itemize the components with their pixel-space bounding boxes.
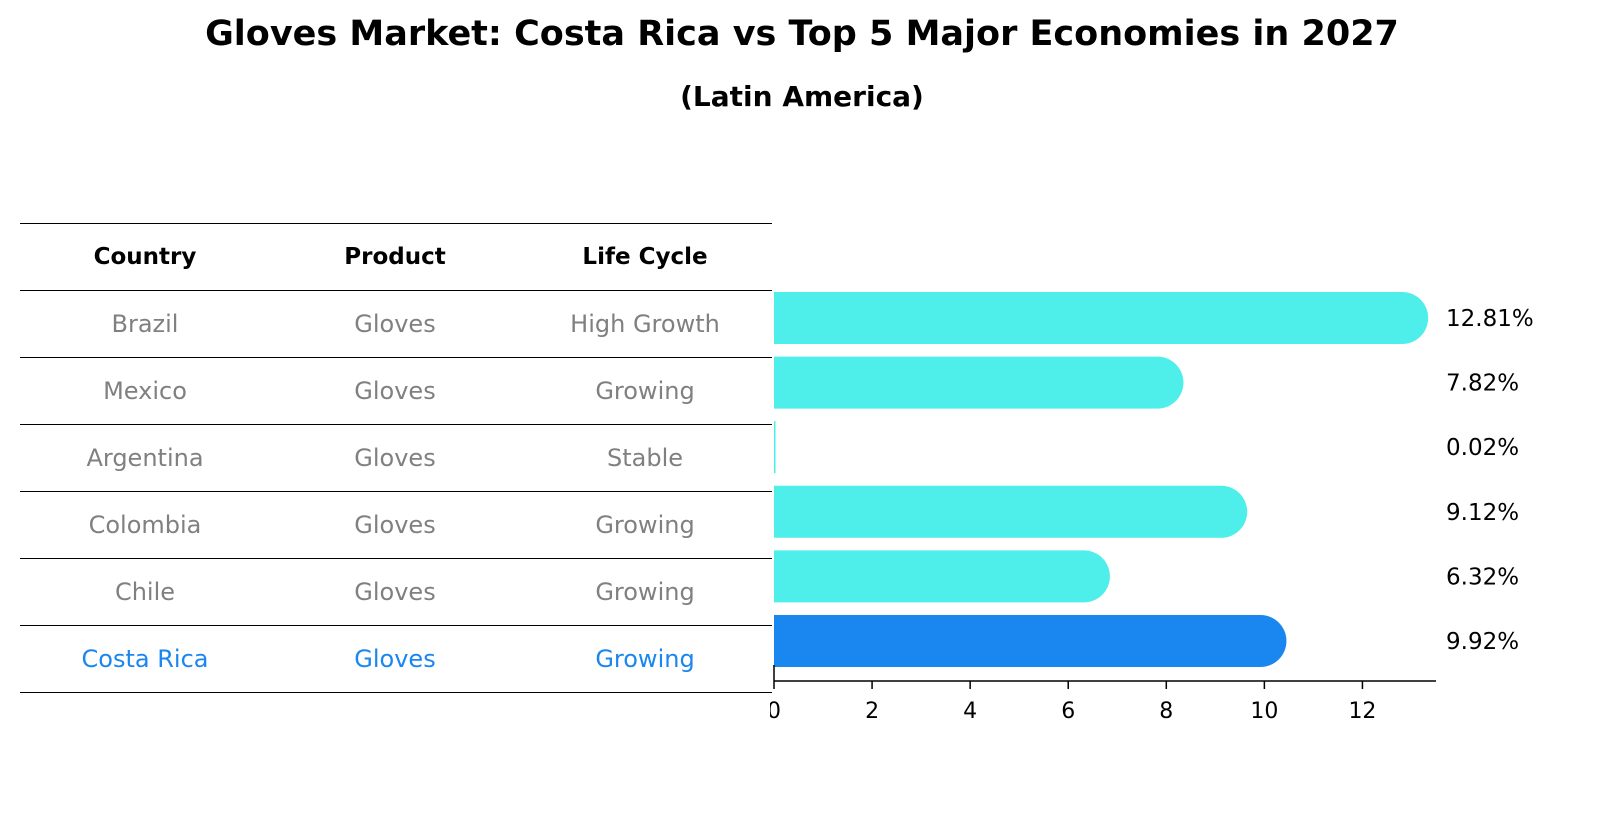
- product-cell: Gloves: [354, 645, 436, 673]
- country-cell: Costa Rica: [81, 645, 209, 673]
- life-cycle-cell: Growing: [595, 511, 695, 539]
- bar-brazil: [774, 292, 1429, 344]
- bar-costa-rica: [774, 615, 1287, 667]
- life-cycle-cell: Growing: [595, 377, 695, 405]
- chart-subtitle: (Latin America): [680, 80, 924, 113]
- header-country: Country: [93, 244, 197, 270]
- table-header-row: Country Product Life Cycle: [20, 223, 772, 291]
- country-cell: Brazil: [111, 310, 179, 338]
- data-table: Country Product Life Cycle Brazil Gloves…: [20, 223, 772, 693]
- life-cycle-cell: Growing: [595, 578, 695, 606]
- x-tick-label: 0: [770, 699, 781, 724]
- product-cell: Gloves: [354, 578, 436, 606]
- table-row: Brazil Gloves High Growth: [20, 291, 772, 358]
- product-cell: Gloves: [354, 310, 436, 338]
- header-product: Product: [344, 244, 446, 270]
- x-tick-label: 2: [865, 699, 879, 724]
- x-tick-label: 12: [1348, 699, 1376, 724]
- x-tick-label: 4: [963, 699, 977, 724]
- bar-value-label: 6.32%: [1446, 564, 1519, 590]
- bar-value-label: 9.92%: [1446, 629, 1519, 655]
- life-cycle-cell: Growing: [595, 645, 695, 673]
- bar-colombia: [774, 485, 1248, 538]
- bar-value-label: 12.81%: [1446, 306, 1534, 332]
- bar-value-label: 0.02%: [1446, 435, 1519, 461]
- product-cell: Gloves: [354, 377, 436, 405]
- table-row: Mexico Gloves Growing: [20, 358, 772, 425]
- country-cell: Chile: [114, 578, 176, 606]
- table-row: Argentina Gloves Stable: [20, 425, 772, 492]
- product-cell: Gloves: [354, 444, 436, 472]
- country-cell: Colombia: [88, 511, 202, 539]
- chart-title: Gloves Market: Costa Rica vs Top 5 Major…: [205, 14, 1399, 54]
- life-cycle-cell: Stable: [606, 444, 684, 472]
- product-cell: Gloves: [354, 511, 436, 539]
- bar-chart: 12.81% 7.82% 0.02% 9.12% 6.32% 9.92% 0 2 4 6 8 10 12: [770, 292, 1534, 724]
- x-tick-label: 8: [1159, 699, 1173, 724]
- table-row: Colombia Gloves Growing: [20, 492, 772, 559]
- x-tick-label: 10: [1250, 699, 1278, 724]
- bar-mexico: [774, 356, 1184, 409]
- country-cell: Mexico: [103, 377, 187, 405]
- country-cell: Argentina: [86, 444, 204, 472]
- bar-argentina: [774, 421, 776, 474]
- bar-value-label: 9.12%: [1446, 500, 1519, 526]
- bar-chile: [774, 550, 1110, 603]
- x-tick-label: 6: [1061, 699, 1075, 724]
- table-row: Chile Gloves Growing: [20, 559, 772, 626]
- life-cycle-cell: High Growth: [570, 310, 720, 338]
- bar-value-label: 7.82%: [1446, 371, 1519, 397]
- table-row-highlight: Costa Rica Gloves Growing: [20, 626, 772, 693]
- header-life-cycle: Life Cycle: [582, 244, 708, 270]
